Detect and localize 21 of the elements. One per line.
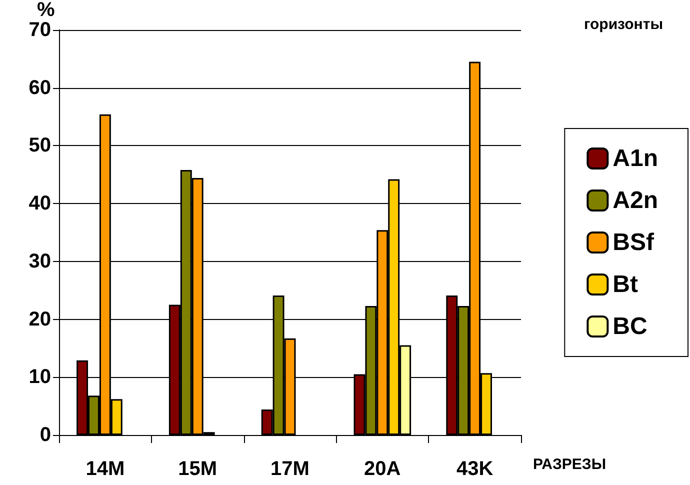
x-tick-label: 43K [456,458,494,480]
x-tick-label: 14M [86,458,125,480]
legend-label: BC [612,313,648,340]
y-tick-label: 60 [28,76,51,99]
legend-label: A1n [612,145,658,172]
x-tick-label: 17M [270,458,310,480]
legend-label: A2n [612,187,658,214]
x-tick-label: 20A [364,458,401,480]
legend-title: горизонты [584,16,664,33]
y-tick-label: 0 [40,424,51,446]
y-tick-label: 50 [28,134,51,157]
y-tick-label: 70 [28,18,51,41]
legend-label: BSf [612,229,655,256]
y-tick-label: 40 [28,192,51,215]
y-tick-label: 20 [28,308,51,330]
x-axis-title: РАЗРЕЗЫ [533,456,606,473]
legend-label: Bt [612,271,638,298]
y-tick-label: 30 [28,250,51,272]
y-tick-label: 10 [28,366,51,388]
x-tick-label: 15M [178,458,218,480]
y-axis-title: % [37,0,55,21]
